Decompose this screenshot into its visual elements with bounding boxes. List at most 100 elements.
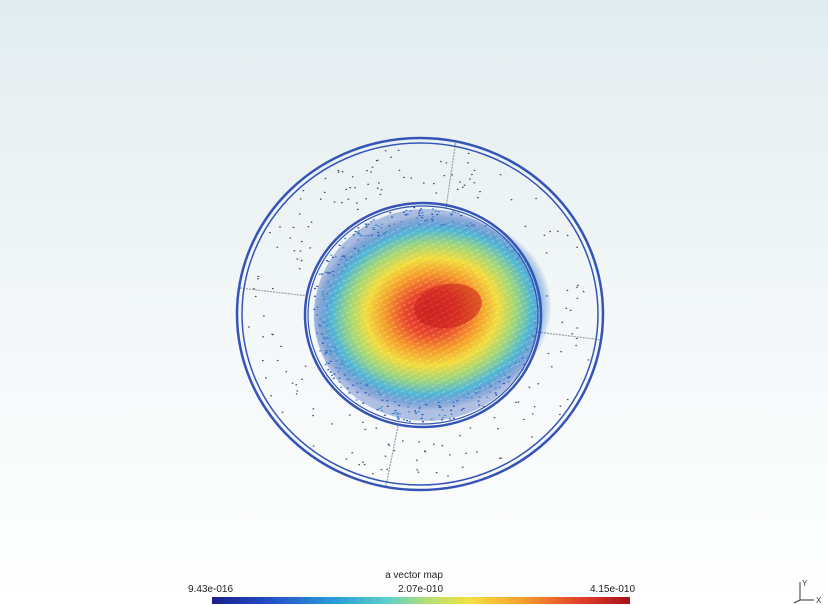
sparse-point <box>257 278 259 280</box>
sparse-point <box>380 189 383 191</box>
sparse-point <box>323 191 326 193</box>
sparse-point <box>461 466 464 468</box>
sparse-point <box>467 152 470 154</box>
edge-point <box>367 223 370 225</box>
edge-point <box>478 404 481 406</box>
sparse-point <box>465 452 467 454</box>
edge-point <box>344 237 347 240</box>
sparse-point <box>291 382 294 384</box>
edge-point <box>408 420 411 423</box>
edge-point <box>381 223 383 225</box>
edge-point <box>409 210 412 212</box>
sparse-point <box>515 401 517 403</box>
sparse-point <box>576 327 579 329</box>
sparse-point <box>566 289 569 291</box>
sparse-point <box>587 359 590 361</box>
sparse-point <box>363 463 366 466</box>
edge-point <box>450 409 452 411</box>
sparse-point <box>447 475 449 477</box>
sparse-point <box>312 445 315 447</box>
sparse-point <box>443 175 446 177</box>
edge-point <box>391 413 394 415</box>
sparse-point <box>377 159 379 161</box>
sparse-point <box>473 169 476 171</box>
sparse-point <box>410 177 413 179</box>
sparse-point <box>351 452 354 454</box>
sparse-point <box>561 321 563 323</box>
sparse-point <box>469 178 471 180</box>
sparse-point <box>310 221 313 223</box>
edge-point <box>454 211 457 213</box>
edge-point <box>462 407 465 410</box>
edge-point <box>486 396 489 398</box>
edge-point <box>375 224 377 226</box>
sparse-point <box>549 230 551 233</box>
edge-point <box>413 207 416 209</box>
axes-triad-icon[interactable]: Y X <box>788 578 824 604</box>
sparse-point <box>547 352 550 355</box>
edge-point <box>365 226 368 228</box>
sparse-point <box>276 246 279 248</box>
sparse-point <box>471 173 473 176</box>
sparse-point <box>262 336 264 338</box>
sparse-point <box>386 468 389 470</box>
sparse-point <box>576 246 578 248</box>
edge-point <box>342 247 345 249</box>
sparse-point <box>285 371 288 373</box>
divider-top <box>445 139 457 209</box>
edge-point <box>358 233 361 235</box>
sparse-point <box>533 406 536 408</box>
colorbar-mid-label: 2.07e-010 <box>398 584 444 595</box>
edge-point <box>420 208 423 210</box>
sparse-point <box>435 472 438 474</box>
inner-ring-edge <box>307 205 539 425</box>
edge-point <box>354 230 357 233</box>
edge-point <box>417 411 420 413</box>
edge-point <box>352 234 355 236</box>
sparse-point <box>357 208 359 210</box>
sparse-point <box>517 401 520 403</box>
sparse-point <box>576 297 579 299</box>
edge-point <box>457 212 460 214</box>
sparse-point <box>535 197 537 200</box>
sparse-point <box>354 187 356 189</box>
sparse-point <box>345 188 347 190</box>
edge-point <box>397 416 400 418</box>
edge-point <box>495 394 498 396</box>
edge-point <box>451 210 454 213</box>
sparse-point <box>577 284 579 286</box>
inner-ring <box>303 201 543 429</box>
sparse-point <box>364 428 367 430</box>
edge-point <box>391 216 394 218</box>
edge-point <box>414 410 416 412</box>
edge-point <box>437 211 440 213</box>
sparse-point <box>292 226 295 228</box>
sparse-point <box>365 198 367 200</box>
edge-point <box>422 421 424 423</box>
edge-point <box>380 409 383 412</box>
colorbar <box>212 597 630 604</box>
sparse-point <box>522 418 525 421</box>
sparse-point <box>324 177 327 180</box>
edge-point <box>332 256 334 258</box>
sparse-point <box>280 345 282 347</box>
sparse-point <box>276 359 279 362</box>
sparse-point <box>384 150 387 152</box>
sparse-point <box>543 234 546 236</box>
sparse-point <box>402 440 404 442</box>
edge-point <box>338 244 341 246</box>
sparse-point <box>467 162 469 164</box>
sparse-point <box>551 366 553 368</box>
edge-point <box>406 213 409 216</box>
sparse-point <box>462 186 464 188</box>
sparse-point <box>272 288 274 290</box>
edge-point <box>403 419 405 421</box>
edge-point <box>441 409 444 411</box>
edge-point <box>357 230 360 232</box>
edge-point <box>444 414 446 417</box>
edge-point <box>355 399 358 401</box>
edge-point <box>404 214 407 216</box>
edge-point <box>338 381 341 383</box>
sparse-point <box>575 337 578 340</box>
